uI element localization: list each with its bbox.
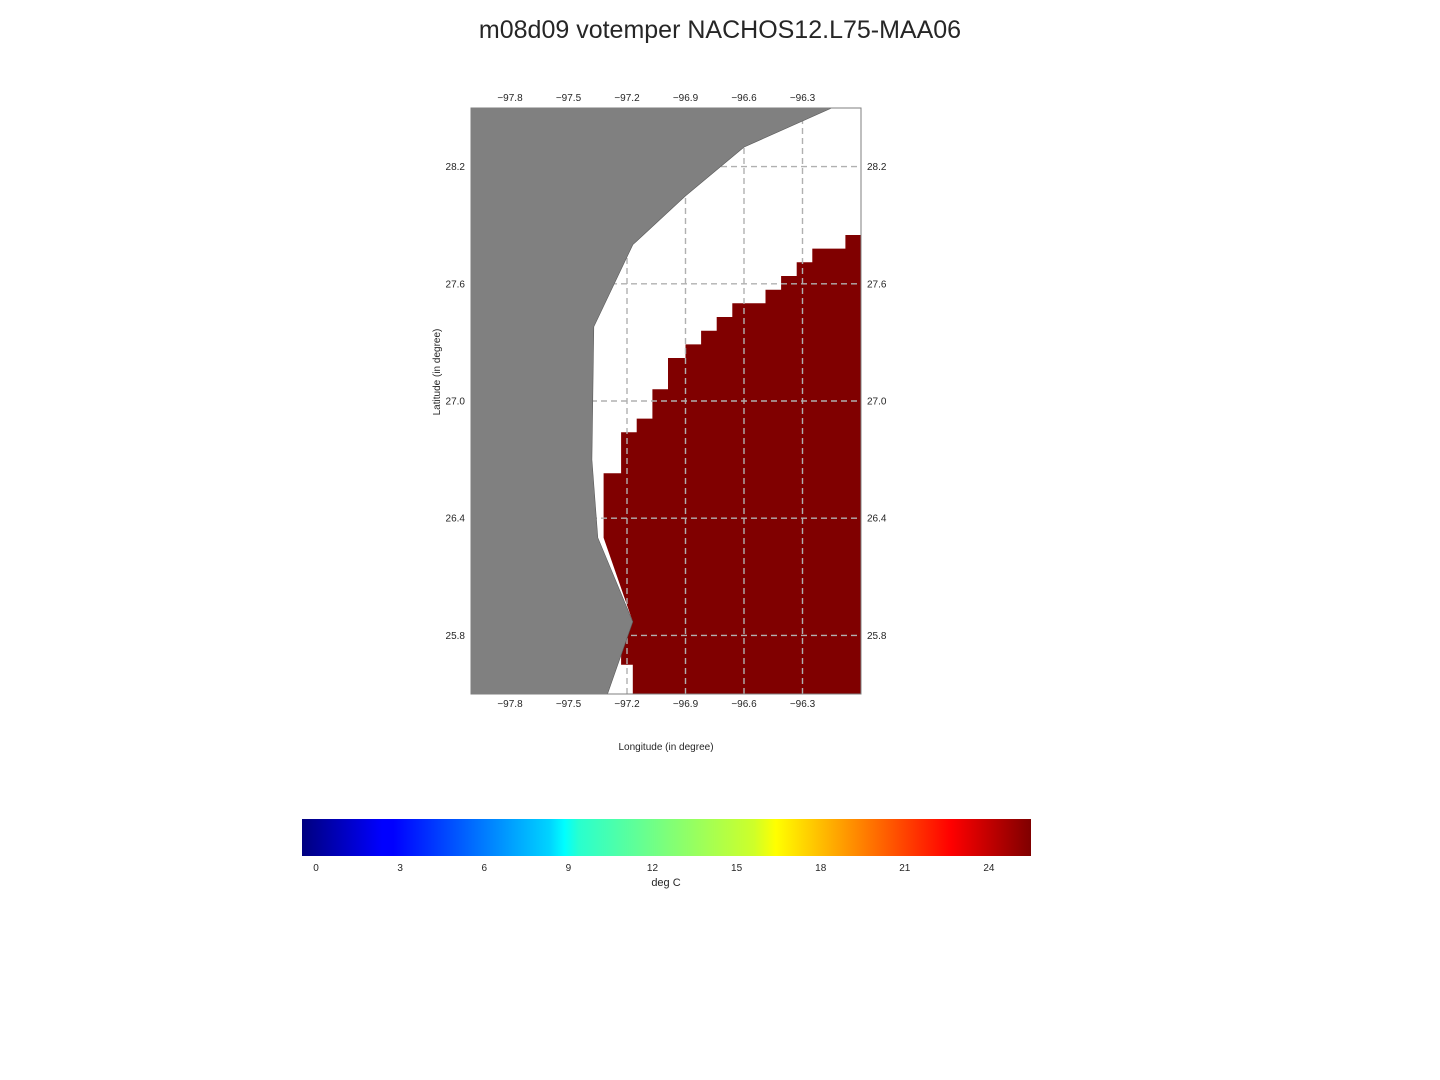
temperature-field: [603, 235, 861, 694]
right-lat-tick-label: 28.2: [867, 162, 887, 173]
top-lon-tick-label: −97.2: [614, 93, 640, 104]
colorbar-tick-label: 21: [899, 863, 911, 874]
left-lat-tick-label: 25.8: [446, 631, 466, 642]
top-lon-tick-label: −96.9: [673, 93, 699, 104]
top-longitude-ticks: −97.8 −97.5 −97.2 −96.9 −96.6 −96.3: [497, 93, 815, 104]
top-lon-tick-label: −97.8: [497, 93, 523, 104]
left-lat-tick-label: 28.2: [446, 162, 466, 173]
x-axis-label: Longitude (in degree): [618, 742, 713, 753]
bottom-lon-tick-label: −96.3: [790, 699, 816, 710]
colorbar-tick-label: 15: [731, 863, 743, 874]
y-axis-label: Latitude (in degree): [432, 329, 443, 416]
right-lat-tick-label: 27.0: [867, 397, 887, 408]
bottom-lon-tick-label: −97.2: [614, 699, 640, 710]
left-lat-tick-label: 26.4: [446, 514, 466, 525]
bottom-lon-tick-label: −97.8: [497, 699, 523, 710]
bottom-lon-tick-label: −96.9: [673, 699, 699, 710]
colorbar-tick-label: 24: [983, 863, 995, 874]
right-lat-tick-label: 26.4: [867, 514, 887, 525]
colorbar-tick-label: 18: [815, 863, 827, 874]
figure-title: m08d09 votemper NACHOS12.L75-MAA06: [478, 16, 962, 44]
top-lon-tick-label: −96.3: [790, 93, 816, 104]
right-lat-tick-label: 27.6: [867, 279, 887, 290]
left-lat-tick-label: 27.6: [446, 279, 466, 290]
right-latitude-ticks: 28.2 27.6 27.0 26.4 25.8: [867, 162, 887, 642]
colorbar-ticks: 0 3 6 9 12 15 18 21 24: [313, 863, 995, 874]
colorbar-tick-label: 0: [313, 863, 319, 874]
bottom-lon-tick-label: −96.6: [731, 699, 757, 710]
right-lat-tick-label: 25.8: [867, 631, 887, 642]
top-lon-tick-label: −96.6: [731, 93, 757, 104]
bottom-lon-tick-label: −97.5: [556, 699, 582, 710]
left-lat-tick-label: 27.0: [446, 397, 466, 408]
left-latitude-ticks: 28.2 27.6 27.0 26.4 25.8: [446, 162, 466, 642]
colorbar-label: deg C: [651, 877, 680, 889]
colorbar: [302, 819, 1031, 856]
plot-frame: [470, 107, 862, 695]
colorbar-tick-label: 6: [481, 863, 487, 874]
colorbar-tick-label: 12: [647, 863, 659, 874]
colorbar-tick-label: 3: [397, 863, 403, 874]
land-mask: [471, 108, 832, 694]
colorbar-tick-label: 9: [566, 863, 572, 874]
top-lon-tick-label: −97.5: [556, 93, 582, 104]
bottom-longitude-ticks: −97.8 −97.5 −97.2 −96.9 −96.6 −96.3: [497, 699, 815, 710]
